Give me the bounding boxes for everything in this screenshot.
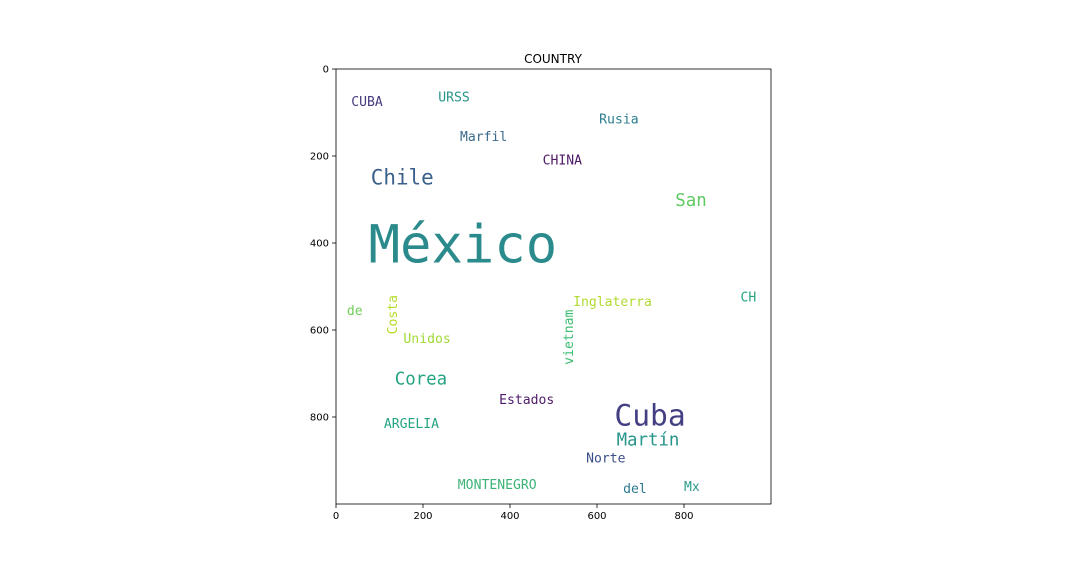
x-tick-label-0: 0 — [333, 511, 339, 522]
x-tick-label-3: 600 — [587, 511, 606, 522]
word-0: México — [369, 216, 558, 276]
word-9: CUBA — [351, 95, 383, 110]
y-tick-label-0: 0 — [323, 65, 329, 76]
word-14: de — [347, 304, 363, 319]
word-2: Chile — [371, 165, 434, 189]
x-tick-label-1: 200 — [413, 511, 432, 522]
word-21: del — [623, 482, 647, 497]
word-3: Corea — [395, 369, 447, 389]
word-18: ARGELIA — [384, 417, 439, 432]
word-6: Marfil — [460, 130, 507, 145]
plot-area: México Cuba Chile Corea San Martín Marfil Rusia… — [335, 68, 772, 505]
y-tick-label-3: 600 — [310, 326, 329, 337]
word-17: Estados — [499, 393, 554, 408]
word-13: Unidos — [403, 332, 450, 347]
word-10: URSS — [438, 91, 470, 106]
x-axis: 0 200 400 600 800 — [333, 504, 694, 522]
word-5: Martín — [617, 430, 680, 450]
word-20: MONTENEGRO — [458, 478, 537, 493]
word-cloud: México Cuba Chile Corea San Martín Marfil Rusia… — [347, 91, 756, 498]
word-7: Rusia — [599, 112, 638, 127]
word-1: Cuba — [614, 399, 685, 433]
word-8: CHINA — [543, 154, 583, 169]
word-22: Mx — [684, 480, 700, 495]
word-16: vietnam — [562, 310, 577, 365]
chart-title: COUNTRY — [524, 52, 582, 66]
y-tick-label-2: 400 — [310, 239, 329, 250]
word-19: Norte — [586, 452, 626, 467]
x-tick-label-2: 400 — [500, 511, 519, 522]
plot-frame — [335, 68, 772, 505]
x-tick-label-4: 800 — [674, 511, 693, 522]
y-tick-label-4: 800 — [310, 413, 329, 424]
word-12: Inglaterra — [573, 295, 652, 310]
y-tick-label-1: 200 — [310, 152, 329, 163]
word-15: Costa — [386, 295, 401, 334]
word-4: San — [675, 191, 706, 211]
word-11: CH — [741, 291, 757, 306]
y-axis: 0 200 400 600 800 — [310, 65, 336, 424]
